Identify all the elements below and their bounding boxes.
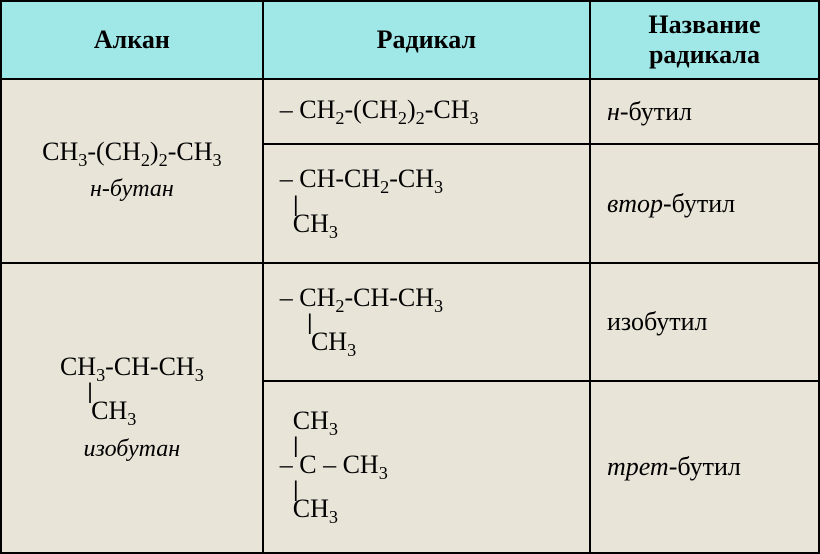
- name-rest: -бутил: [669, 452, 741, 481]
- radical-cell: – CH2-CH-CH3|CH3: [263, 263, 590, 382]
- name-rest: изобутил: [607, 307, 708, 336]
- radical-name-cell: втор-бутил: [590, 144, 819, 263]
- name-prefix: н: [607, 97, 620, 126]
- header-alkan: Алкан: [1, 1, 263, 79]
- radical-formula: – CH-CH2-CH3|CH3: [280, 165, 573, 241]
- chemistry-table: Алкан Радикал Название радикала CH3-(CH2…: [0, 0, 820, 554]
- radical-formula: – CH2-CH-CH3|CH3: [280, 284, 573, 360]
- alkan-formula: CH3-CH-CH3|CH3: [18, 353, 246, 429]
- alkan-name: н-бутан: [18, 176, 246, 203]
- header-name: Название радикала: [590, 1, 819, 79]
- name-prefix: втор: [607, 189, 663, 218]
- alkan-cell: CH3-CH-CH3|CH3 изобутан: [1, 263, 263, 553]
- table-row: CH3-CH-CH3|CH3изобутан– CH2-CH-CH3|CH3из…: [1, 263, 819, 382]
- name-prefix: трет: [607, 452, 669, 481]
- radical-formula: – CH2-(CH2)2-CH3: [280, 96, 573, 128]
- header-radical: Радикал: [263, 1, 590, 79]
- name-rest: -бутил: [620, 97, 692, 126]
- header-row: Алкан Радикал Название радикала: [1, 1, 819, 79]
- radical-name-cell: трет-бутил: [590, 381, 819, 553]
- alkan-name: изобутан: [18, 436, 246, 463]
- name-rest: -бутил: [663, 189, 735, 218]
- alkan-formula: CH3-(CH2)2-CH3: [18, 138, 246, 170]
- radical-cell: – CH-CH2-CH3|CH3: [263, 144, 590, 263]
- radical-formula: CH3|– C – CH3|CH3: [280, 407, 573, 528]
- radical-name-cell: н-бутил: [590, 79, 819, 144]
- radical-name-cell: изобутил: [590, 263, 819, 382]
- alkan-cell: CH3-(CH2)2-CH3 н-бутан: [1, 79, 263, 263]
- table-row: CH3-(CH2)2-CH3н-бутан– CH2-(CH2)2-CH3н-б…: [1, 79, 819, 144]
- radical-cell: CH3|– C – CH3|CH3: [263, 381, 590, 553]
- radical-cell: – CH2-(CH2)2-CH3: [263, 79, 590, 144]
